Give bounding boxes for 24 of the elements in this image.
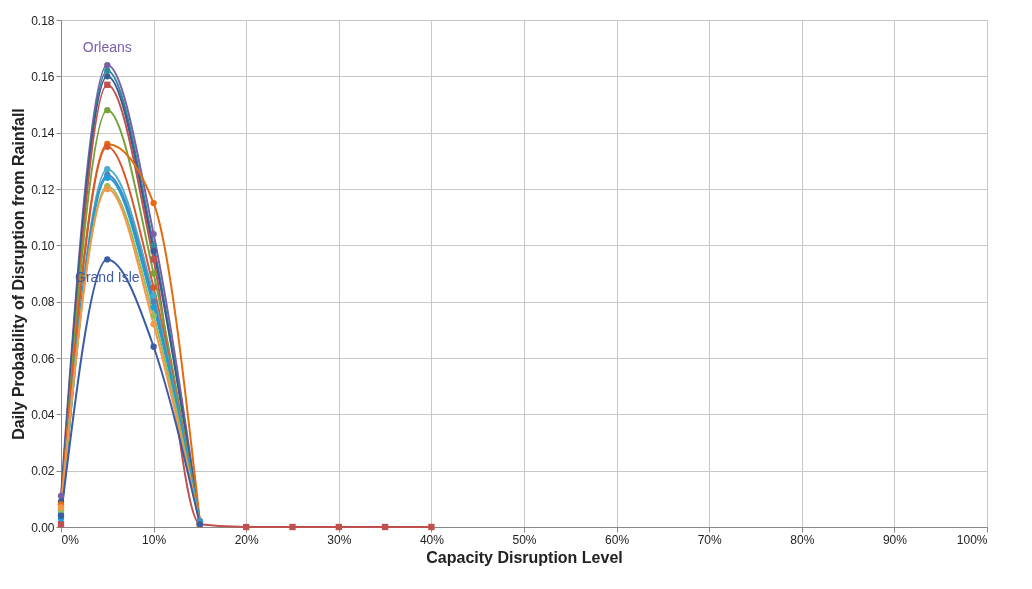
x-axis-title: Capacity Disruption Level (426, 548, 623, 566)
x-tick-label: 10% (142, 532, 167, 547)
x-tick-label: 50% (512, 532, 537, 547)
x-tick-label: 30% (327, 532, 352, 547)
y-tick-label: 0.06 (31, 351, 55, 366)
y-tick-label: 0.16 (31, 69, 55, 84)
y-tick-label: 0.12 (31, 182, 55, 197)
x-tick-label: 100% (956, 532, 988, 547)
y-axis-title: Daily Probability of Disruption from Rainfall (10, 108, 28, 440)
y-tick-label: 0.18 (31, 13, 55, 28)
x-tick-label: 80% (790, 532, 815, 547)
y-tick-label: 0.04 (31, 407, 55, 422)
y-tick-label: 0.14 (31, 126, 55, 141)
x-tick-label: 0% (61, 532, 80, 547)
series-label: Orleans (82, 39, 132, 56)
y-tick-label: 0.00 (31, 520, 55, 535)
x-tick-label: 20% (234, 532, 260, 547)
x-tick-label: 40% (419, 532, 445, 547)
x-tick-label: 60% (605, 532, 630, 547)
y-tick-label: 0.08 (31, 295, 55, 310)
x-tick-label: 90% (882, 532, 908, 547)
y-tick-label: 0.02 (31, 464, 55, 479)
y-tick-label: 0.10 (31, 238, 55, 253)
x-tick-label: 70% (697, 532, 723, 547)
